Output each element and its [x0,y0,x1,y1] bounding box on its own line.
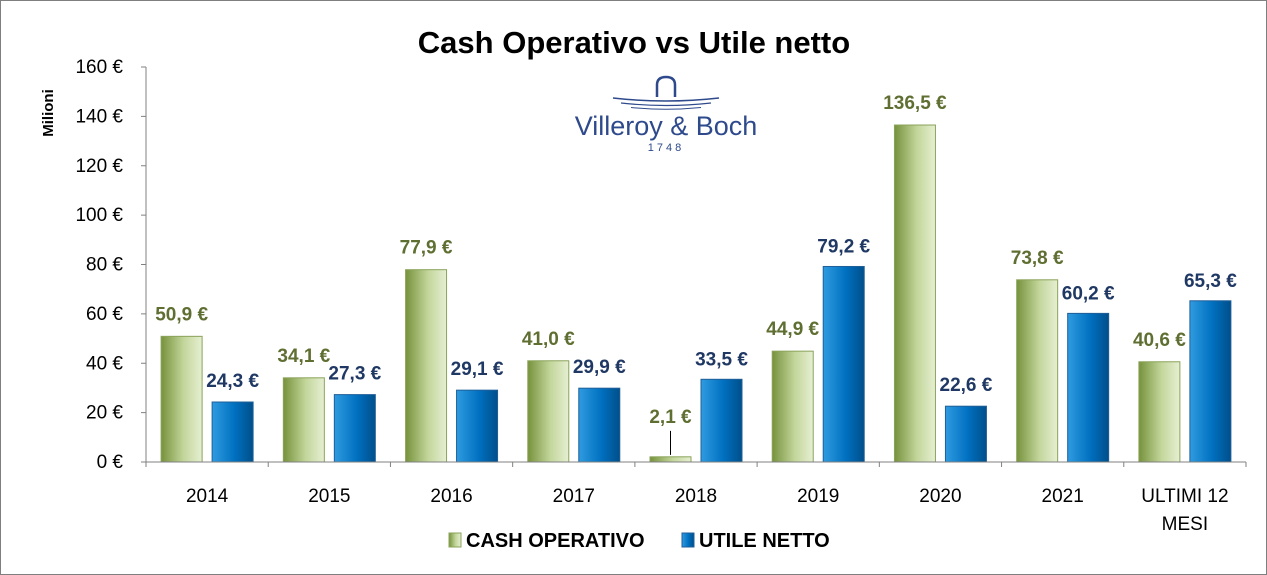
bar-utile-netto [333,394,376,463]
y-tick-label: 160 € [75,57,123,78]
x-tick-label: 2020 [919,486,961,507]
data-label-cash-operativo: 50,9 € [155,304,208,325]
bar-utile-netto [1067,312,1110,463]
data-label-cash-operativo: 34,1 € [277,346,330,367]
chart-title: Cash Operativo vs Utile netto [418,25,850,60]
bar-utile-netto [944,405,987,463]
logo-arch-icon [612,75,720,110]
bar-cash-operativo [771,350,814,463]
legend-label-utile-netto: UTILE NETTO [699,530,830,552]
y-axis-title: Milioni [40,89,57,137]
x-tick-label: 2018 [675,486,717,507]
y-tick-label: 140 € [75,106,123,127]
data-label-cash-operativo: 41,0 € [522,329,575,350]
legend: CASH OPERATIVO UTILE NETTO [448,530,830,552]
bar-utile-netto [1189,300,1232,463]
legend-swatch-cash-operativo [448,532,462,548]
logo-year: 1748 [648,142,684,154]
data-label-cash-operativo: 40,6 € [1133,330,1186,351]
data-label-cash-operativo: 44,9 € [766,319,819,340]
y-tick-label: 80 € [86,255,123,276]
data-label-utile-netto: 60,2 € [1062,283,1115,304]
x-tick-label: 2021 [1042,486,1084,507]
logo-wordmark: Villeroy & Boch [575,111,758,141]
data-label-utile-netto: 65,3 € [1184,271,1237,292]
bar-utile-netto [211,401,254,463]
x-tick-label: 2019 [797,486,839,507]
bar-cash-operativo [405,269,448,463]
bar-cash-operativo [1138,361,1181,463]
data-label-utile-netto: 29,1 € [451,359,504,380]
y-tick-label: 60 € [86,304,123,325]
legend-swatch-utile-netto [681,532,695,548]
data-label-cash-operativo: 77,9 € [400,238,453,259]
y-tick-label: 0 € [97,452,124,473]
x-tick-label: MESI [1162,514,1208,535]
villeroy-boch-logo: Villeroy & Boch 1748 [575,75,758,154]
bar-cash-operativo [160,335,203,463]
data-label-utile-netto: 27,3 € [328,364,381,385]
data-label-cash-operativo: 2,1 € [649,407,692,428]
x-tick-label: 2015 [308,486,350,507]
y-tick-label: 120 € [75,156,123,177]
data-label-utile-netto: 24,3 € [206,371,259,392]
x-tick-label: ULTIMI 12 [1141,486,1228,507]
x-tick-label: 2017 [553,486,595,507]
bar-utile-netto [578,387,621,463]
legend-label-cash-operativo: CASH OPERATIVO [466,530,645,552]
x-tick-label: 2016 [430,486,472,507]
x-axis: 2014 2015 2016 2017 2018 2019 2020 2021 ULTIMI 1… [145,461,1247,535]
data-label-utile-netto: 33,5 € [695,349,748,370]
y-axis: 0 € 20 € 40 € 60 € 80 € 100 € 120 € 140 € 160 € [75,57,147,473]
data-label-utile-netto: 22,6 € [940,375,993,396]
data-label-cash-operativo: 136,5 € [883,93,947,114]
bar-utile-netto [700,378,743,463]
y-tick-label: 100 € [75,205,123,226]
bar-cash-operativo [893,124,936,463]
bar-cash-operativo [1016,279,1059,463]
bar-cash-operativo [527,360,570,463]
data-labels: 50,9 € 34,1 € 77,9 € 41,0 € 2,1 € 44,9 € 136,5… [155,93,1237,455]
y-tick-label: 40 € [86,353,123,374]
data-label-cash-operativo: 73,8 € [1011,248,1064,269]
bar-cash-operativo [282,377,325,463]
data-label-utile-netto: 79,2 € [817,236,870,257]
bar-utile-netto [456,389,499,463]
y-tick-label: 20 € [86,403,123,424]
bar-utile-netto [822,265,865,463]
data-label-utile-netto: 29,9 € [573,357,626,378]
x-tick-label: 2014 [186,486,229,507]
bar-cash-operativo [649,456,692,463]
